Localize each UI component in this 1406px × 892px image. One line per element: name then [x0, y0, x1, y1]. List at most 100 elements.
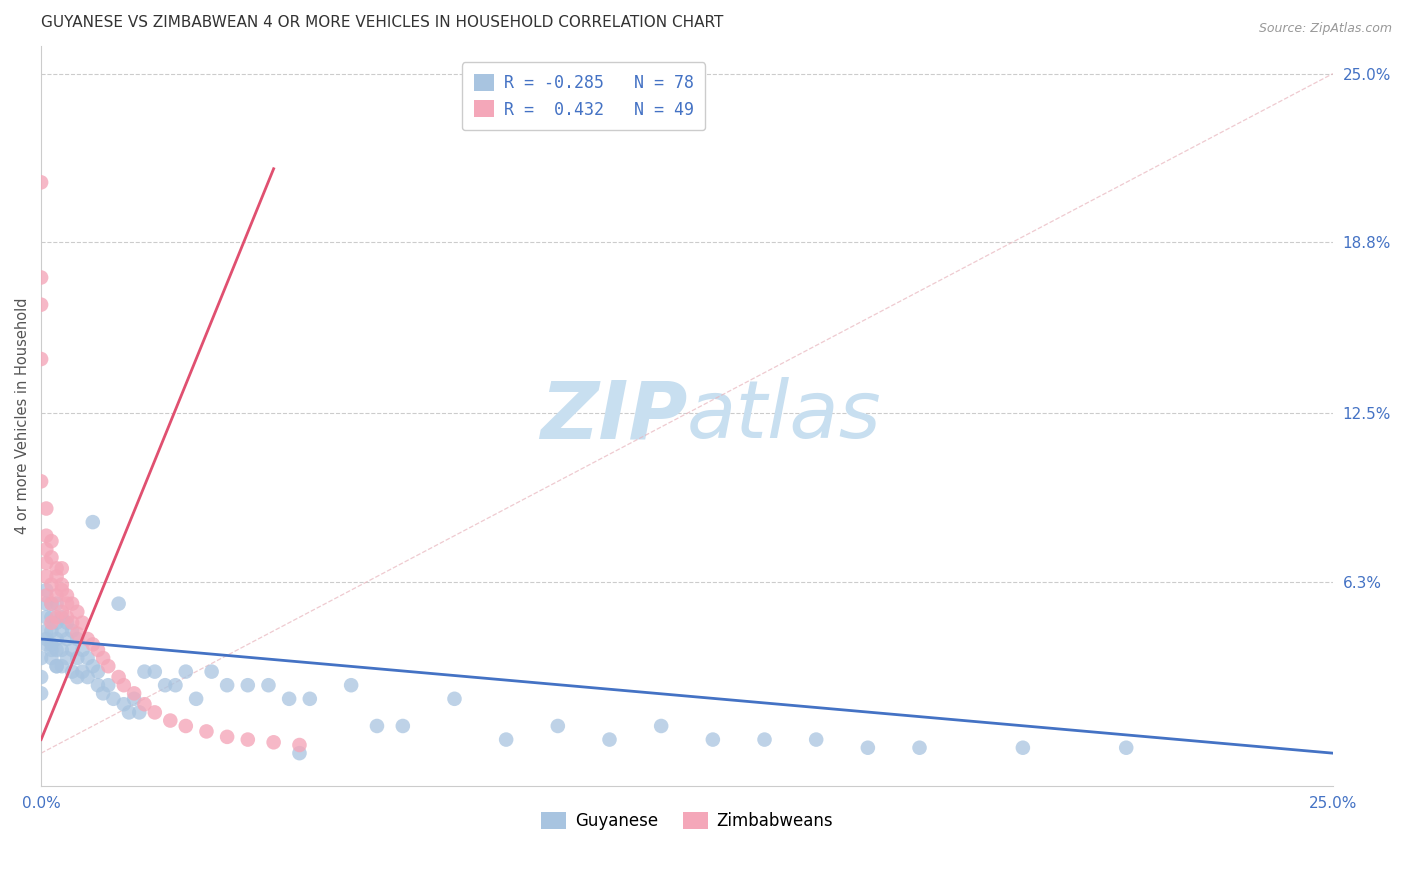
Point [45, 589, 67, 603]
Point [91, 686, 114, 700]
Point [30, 475, 52, 489]
Point [153, 678, 176, 692]
Point [91, 651, 114, 665]
Y-axis label: 4 or more Vehicles in Household: 4 or more Vehicles in Household [15, 298, 30, 534]
Point [35, 529, 58, 543]
Point [263, 735, 285, 749]
Point [908, 740, 931, 755]
Point [495, 732, 517, 747]
Point [51, 610, 73, 624]
Point [60, 624, 83, 638]
Point [76, 632, 98, 646]
Point [51, 583, 73, 598]
Point [66, 605, 89, 619]
Point [298, 691, 321, 706]
Point [107, 670, 129, 684]
Point [650, 719, 672, 733]
Point [35, 597, 58, 611]
Point [35, 637, 58, 651]
Point [174, 719, 197, 733]
Point [87, 678, 110, 692]
Point [41, 610, 63, 624]
Point [45, 610, 67, 624]
Point [30, 175, 52, 189]
Point [51, 643, 73, 657]
Point [41, 651, 63, 665]
Point [112, 698, 135, 712]
Point [278, 691, 301, 706]
Point [56, 632, 79, 646]
Point [51, 605, 73, 619]
Point [35, 583, 58, 598]
Point [35, 501, 58, 516]
Text: GUYANESE VS ZIMBABWEAN 4 OR MORE VEHICLES IN HOUSEHOLD CORRELATION CHART: GUYANESE VS ZIMBABWEAN 4 OR MORE VEHICLE… [41, 15, 724, 30]
Point [60, 643, 83, 657]
Point [45, 597, 67, 611]
Point [82, 637, 104, 651]
Point [288, 746, 311, 760]
Point [97, 659, 120, 673]
Point [257, 678, 280, 692]
Point [30, 298, 52, 312]
Point [41, 624, 63, 638]
Point [35, 569, 58, 583]
Text: Source: ZipAtlas.com: Source: ZipAtlas.com [1258, 22, 1392, 36]
Point [1115, 740, 1137, 755]
Point [76, 651, 98, 665]
Point [72, 665, 94, 679]
Point [184, 691, 207, 706]
Point [1012, 740, 1035, 755]
Point [56, 610, 79, 624]
Point [41, 577, 63, 591]
Point [35, 632, 58, 646]
Point [41, 550, 63, 565]
Point [60, 665, 83, 679]
Point [87, 643, 110, 657]
Point [41, 534, 63, 549]
Point [103, 691, 125, 706]
Point [56, 651, 79, 665]
Point [60, 597, 83, 611]
Point [159, 714, 181, 728]
Point [134, 698, 156, 712]
Point [45, 659, 67, 673]
Point [51, 561, 73, 575]
Point [76, 670, 98, 684]
Point [143, 665, 166, 679]
Point [45, 615, 67, 630]
Point [122, 691, 145, 706]
Point [66, 651, 89, 665]
Point [35, 556, 58, 570]
Point [288, 738, 311, 752]
Point [82, 515, 104, 529]
Point [45, 632, 67, 646]
Point [35, 542, 58, 557]
Point [236, 678, 259, 692]
Text: ZIP: ZIP [540, 377, 688, 455]
Point [134, 665, 156, 679]
Point [30, 670, 52, 684]
Point [51, 659, 73, 673]
Point [174, 665, 197, 679]
Point [51, 624, 73, 638]
Point [118, 706, 141, 720]
Point [35, 624, 58, 638]
Point [547, 719, 569, 733]
Legend: Guyanese, Zimbabweans: Guyanese, Zimbabweans [534, 805, 839, 837]
Point [82, 659, 104, 673]
Point [391, 719, 413, 733]
Point [702, 732, 724, 747]
Point [56, 597, 79, 611]
Point [443, 691, 465, 706]
Point [41, 637, 63, 651]
Point [66, 626, 89, 640]
Point [45, 659, 67, 673]
Point [41, 615, 63, 630]
Point [56, 615, 79, 630]
Point [41, 597, 63, 611]
Point [856, 740, 879, 755]
Point [35, 589, 58, 603]
Point [60, 615, 83, 630]
Text: atlas: atlas [688, 377, 882, 455]
Point [217, 678, 239, 692]
